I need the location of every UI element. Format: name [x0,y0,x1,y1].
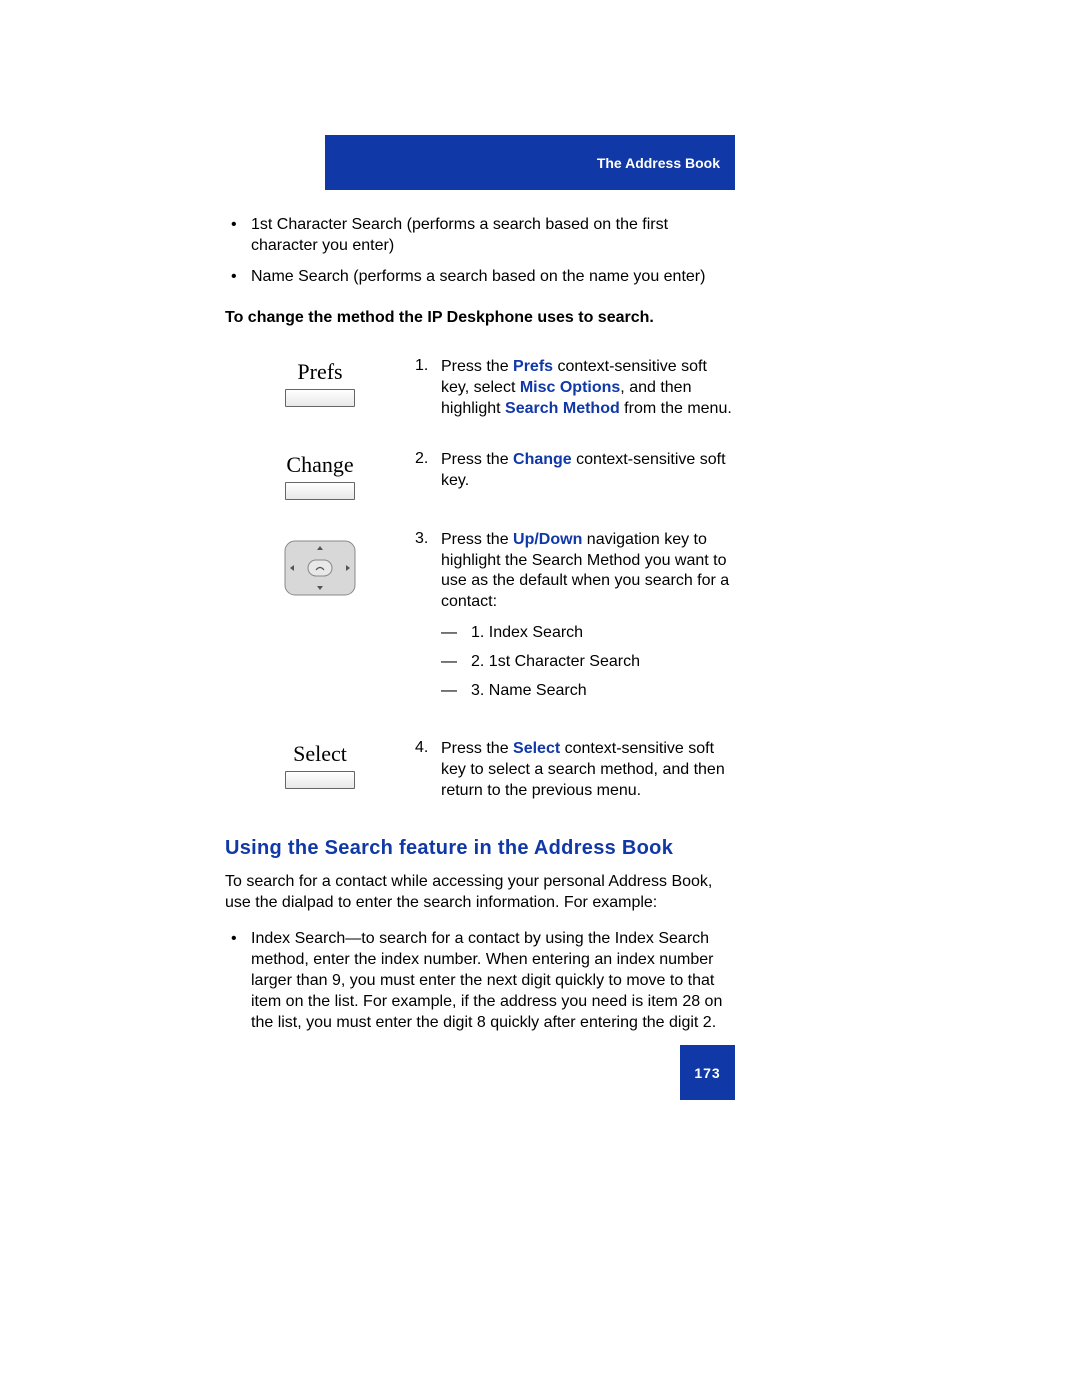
example-bullet-list: Index Search—to search for a contact by … [225,929,735,1033]
softkey-label: Select [225,741,415,767]
keyword-prefs: Prefs [513,358,553,375]
step-2: Change 2. Press the Change context-sensi… [225,450,735,500]
list-item: —3. Name Search [441,681,735,702]
softkey-label: Change [225,452,415,478]
list-item: 1st Character Search (performs a search … [225,215,735,257]
navigation-pad-icon [284,540,356,596]
page-number: 173 [694,1065,720,1081]
step-number: 1. [415,357,441,419]
softkey-button-icon [285,482,355,500]
step-text: Press the Up/Down navigation key to high… [441,530,735,710]
softkey-change-graphic: Change [225,450,415,500]
page-content: 1st Character Search (performs a search … [225,215,735,1043]
list-item: —1. Index Search [441,623,735,644]
navpad-graphic [225,530,415,710]
header-title: The Address Book [597,155,720,171]
step-3: 3. Press the Up/Down navigation key to h… [225,530,735,710]
step-text: Press the Select context-sensitive soft … [441,739,735,801]
list-item: Index Search—to search for a contact by … [225,929,735,1033]
step-text: Press the Prefs context-sensitive soft k… [441,357,735,419]
softkey-button-icon [285,389,355,407]
page-number-box: 173 [680,1045,735,1100]
softkey-button-icon [285,771,355,789]
softkey-prefs-graphic: Prefs [225,357,415,419]
softkey-select-graphic: Select [225,739,415,801]
keyword-misc-options: Misc Options [520,379,620,396]
step-number: 4. [415,739,441,801]
instruction-heading: To change the method the IP Deskphone us… [225,309,735,327]
step-number: 3. [415,530,441,710]
intro-bullet-list: 1st Character Search (performs a search … [225,215,735,287]
softkey-label: Prefs [225,359,415,385]
step-1: Prefs 1. Press the Prefs context-sensiti… [225,357,735,419]
search-method-list: —1. Index Search —2. 1st Character Searc… [441,623,735,701]
header-bar: The Address Book [325,135,735,190]
keyword-change: Change [513,451,572,468]
keyword-up-down: Up/Down [513,531,582,548]
steps-block: Prefs 1. Press the Prefs context-sensiti… [225,357,735,801]
keyword-search-method: Search Method [505,400,620,417]
body-paragraph: To search for a contact while accessing … [225,872,735,914]
step-4: Select 4. Press the Select context-sensi… [225,739,735,801]
section-heading: Using the Search feature in the Address … [225,837,735,860]
list-item: —2. 1st Character Search [441,652,735,673]
list-item: Name Search (performs a search based on … [225,267,735,288]
step-number: 2. [415,450,441,500]
step-text: Press the Change context-sensitive soft … [441,450,735,500]
keyword-select: Select [513,740,560,757]
